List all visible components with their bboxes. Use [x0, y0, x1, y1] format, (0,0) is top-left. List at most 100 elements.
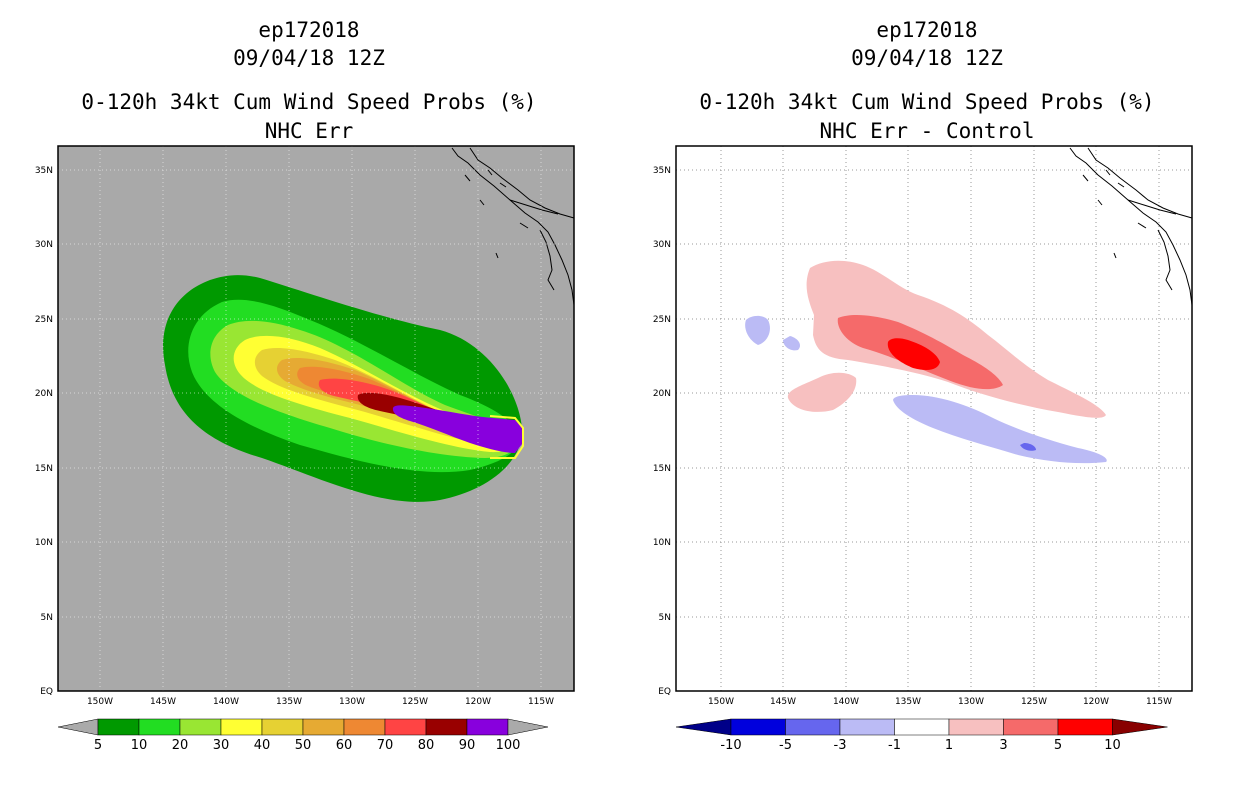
lon-label: 115W: [528, 697, 554, 707]
colorbar-box: [839, 718, 895, 736]
lat-label: 25N: [35, 315, 53, 325]
diff-neg-1b: [745, 315, 770, 345]
lon-label: 125W: [1021, 697, 1047, 707]
diff-neg-3: [1020, 443, 1036, 451]
colorbar-low-end: [675, 718, 732, 736]
lat-label: 30N: [35, 240, 53, 250]
colorbar-label: 60: [336, 738, 353, 753]
colorbar-label: 90: [459, 738, 476, 753]
lat-label: 20N: [653, 389, 671, 399]
lon-label: 140W: [833, 697, 859, 707]
product-title: 0-120h 34kt Cum Wind Speed Probs (%): [81, 90, 537, 114]
colorbar-label: 1: [945, 738, 953, 753]
colorbar-label: 30: [213, 738, 230, 753]
colorbar-label: 5: [1054, 738, 1062, 753]
colorbar-box: [894, 718, 950, 736]
colorbar-label: 20: [172, 738, 189, 753]
lat-ticks: 35N 30N 25N 20N 15N 10N 5N EQ: [35, 166, 53, 697]
colorbar-label: 50: [295, 738, 312, 753]
coastline: [451, 147, 575, 325]
diff-neg-1: [893, 395, 1107, 464]
colorbar-box: [948, 718, 1004, 736]
date-title: 09/04/18 12Z: [851, 46, 1003, 70]
lon-label: 120W: [1083, 697, 1109, 707]
colorbar-left: 5 10 20 30 40 50 60 70 80 90 100: [57, 718, 549, 753]
colorbar-box: [220, 718, 263, 736]
colorbar-box: [785, 718, 841, 736]
colorbar-label: -10: [720, 738, 741, 753]
colorbar-box: [261, 718, 304, 736]
colorbar-box: [466, 718, 509, 736]
colorbar-box: [343, 718, 386, 736]
coastline: [1069, 147, 1193, 325]
storm-id-title: ep172018: [258, 18, 360, 42]
colorbar-label: 5: [94, 738, 102, 753]
lon-label: 135W: [276, 697, 302, 707]
colorbar-label: 10: [1104, 738, 1121, 753]
colorbar-label: 40: [254, 738, 271, 753]
lat-label: 20N: [35, 389, 53, 399]
map-frame: [57, 145, 575, 692]
left-map: 35N 30N 25N 20N 15N 10N 5N EQ 150W 145W …: [35, 145, 575, 753]
colorbar-label: 3: [999, 738, 1007, 753]
colorbar-right: -10 -5 -3 -1 1 3 5 10: [675, 718, 1168, 753]
lon-ticks: 150W 145W 140W 135W 130W 125W 120W 115W: [87, 697, 554, 707]
lon-label: 130W: [958, 697, 984, 707]
colorbar-box: [1057, 718, 1113, 736]
lat-ticks: 35N 30N 25N 20N 15N 10N 5N EQ: [653, 166, 671, 697]
lon-label: 115W: [1146, 697, 1172, 707]
lon-label: 140W: [213, 697, 239, 707]
lat-label: 35N: [35, 166, 53, 176]
colorbar-label: -3: [834, 738, 847, 753]
colorbar-box: [179, 718, 222, 736]
lon-label: 120W: [465, 697, 491, 707]
contour-90: [392, 405, 522, 453]
colorbar-label: 100: [496, 738, 521, 753]
lon-label: 150W: [87, 697, 113, 707]
lon-label: 130W: [339, 697, 365, 707]
colorbar-box: [730, 718, 786, 736]
colorbar-box: [97, 718, 140, 736]
map-frame: [675, 145, 1193, 692]
lat-label: 15N: [653, 464, 671, 474]
lat-label: 30N: [653, 240, 671, 250]
colorbar-box: [138, 718, 181, 736]
lon-ticks: 150W 145W 140W 135W 130W 125W 120W 115W: [708, 697, 1172, 707]
colorbar-box: [1003, 718, 1059, 736]
lon-label: 150W: [708, 697, 734, 707]
lat-label: 10N: [35, 538, 53, 548]
lon-label: 135W: [895, 697, 921, 707]
date-title: 09/04/18 12Z: [233, 46, 385, 70]
colorbar-box: [425, 718, 468, 736]
colorbar-box: [384, 718, 427, 736]
colorbar-label: -1: [888, 738, 901, 753]
colorbar-high-end: [507, 718, 549, 736]
lat-label: 10N: [653, 538, 671, 548]
right-panel: ep172018 09/04/18 12Z 0-120h 34kt Cum Wi…: [618, 0, 1236, 800]
left-panel: ep172018 09/04/18 12Z 0-120h 34kt Cum Wi…: [35, 18, 575, 753]
colorbar-high-end: [1112, 718, 1168, 736]
colorbar-label: 10: [131, 738, 148, 753]
yellow-outline: [489, 415, 524, 459]
colorbar-box: [302, 718, 345, 736]
lat-label: 15N: [35, 464, 53, 474]
lat-label: 5N: [659, 613, 671, 623]
lat-label: EQ: [658, 687, 671, 697]
right-map: 35N 30N 25N 20N 15N 10N 5N EQ 150W 145W …: [653, 145, 1193, 753]
subtitle: NHC Err: [264, 119, 354, 143]
lon-label: 125W: [402, 697, 428, 707]
colorbar-label: -5: [779, 738, 792, 753]
product-title: 0-120h 34kt Cum Wind Speed Probs (%): [699, 90, 1155, 114]
subtitle: NHC Err - Control: [819, 119, 1035, 143]
lat-label: 25N: [653, 315, 671, 325]
diff-pos-1: [806, 260, 1106, 418]
colorbar-low-end: [57, 718, 99, 736]
lat-label: 35N: [653, 166, 671, 176]
diff-pos-5: [887, 338, 940, 370]
lat-label: EQ: [40, 687, 53, 697]
difference-contours: [745, 260, 1107, 464]
lon-label: 145W: [150, 697, 176, 707]
lat-label: 5N: [41, 613, 53, 623]
diff-pos-1b: [787, 372, 857, 412]
diff-neg-1c: [783, 336, 801, 351]
